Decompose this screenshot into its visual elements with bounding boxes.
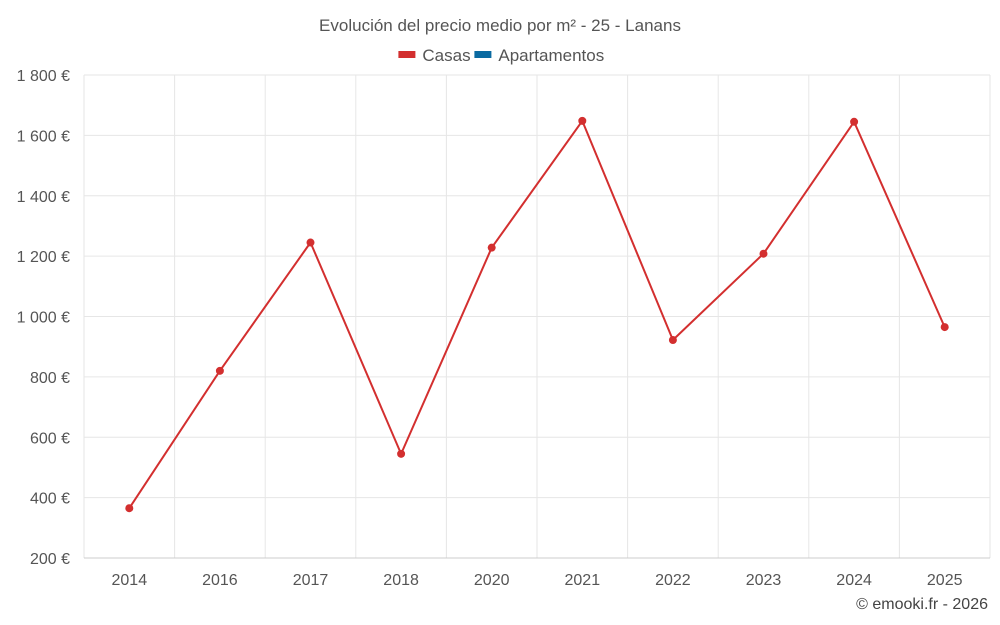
y-tick-label: 1 400 € xyxy=(17,189,70,206)
y-tick-label: 1 000 € xyxy=(17,310,70,327)
x-tick-label: 2020 xyxy=(474,572,510,589)
y-tick-label: 600 € xyxy=(30,430,70,447)
y-tick-label: 1 200 € xyxy=(17,249,70,266)
x-tick-label: 2017 xyxy=(293,572,329,589)
chart-title: Evolución del precio medio por m² - 25 -… xyxy=(319,16,681,35)
y-tick-label: 1 800 € xyxy=(17,68,70,85)
y-tick-label: 1 600 € xyxy=(17,128,70,145)
data-point-casas[interactable] xyxy=(397,449,406,458)
x-axis: 2014 2016 2017 2018 2020 2021 2022 2023 2024 2025 xyxy=(84,557,990,589)
data-point-casas[interactable] xyxy=(668,336,677,345)
x-tick-label: 2018 xyxy=(383,572,419,589)
credit-label: © emooki.fr - 2026 xyxy=(856,596,988,613)
y-tick-label: 200 € xyxy=(30,551,70,568)
y-axis: 200 € 400 € 600 € 800 € 1 000 € 1 200 € 1 400 … xyxy=(17,68,70,568)
grid xyxy=(83,74,991,559)
series-layer xyxy=(125,116,949,513)
y-tick-label: 800 € xyxy=(30,370,70,387)
x-tick-label: 2024 xyxy=(836,572,872,589)
data-point-casas[interactable] xyxy=(125,504,134,513)
x-tick-label: 2021 xyxy=(565,572,601,589)
x-tick-label: 2025 xyxy=(927,572,963,589)
legend-swatch-apartamentos[interactable] xyxy=(474,51,492,58)
legend: Casas Apartamentos xyxy=(398,46,604,65)
series-line-casas xyxy=(128,119,946,509)
legend-swatch-casas[interactable] xyxy=(398,51,416,58)
data-point-casas[interactable] xyxy=(759,249,768,258)
data-point-casas[interactable] xyxy=(215,366,224,375)
data-point-casas[interactable] xyxy=(850,117,859,126)
y-tick-label: 400 € xyxy=(30,491,70,508)
x-tick-label: 2022 xyxy=(655,572,691,589)
data-point-casas[interactable] xyxy=(578,116,587,125)
x-tick-label: 2023 xyxy=(746,572,782,589)
data-point-casas[interactable] xyxy=(940,323,949,332)
legend-label-casas[interactable]: Casas xyxy=(422,46,470,65)
x-tick-label: 2016 xyxy=(202,572,238,589)
data-point-casas[interactable] xyxy=(487,243,496,252)
data-point-casas[interactable] xyxy=(306,238,315,247)
legend-label-apartamentos[interactable]: Apartamentos xyxy=(498,46,604,65)
x-tick-label: 2014 xyxy=(112,572,148,589)
